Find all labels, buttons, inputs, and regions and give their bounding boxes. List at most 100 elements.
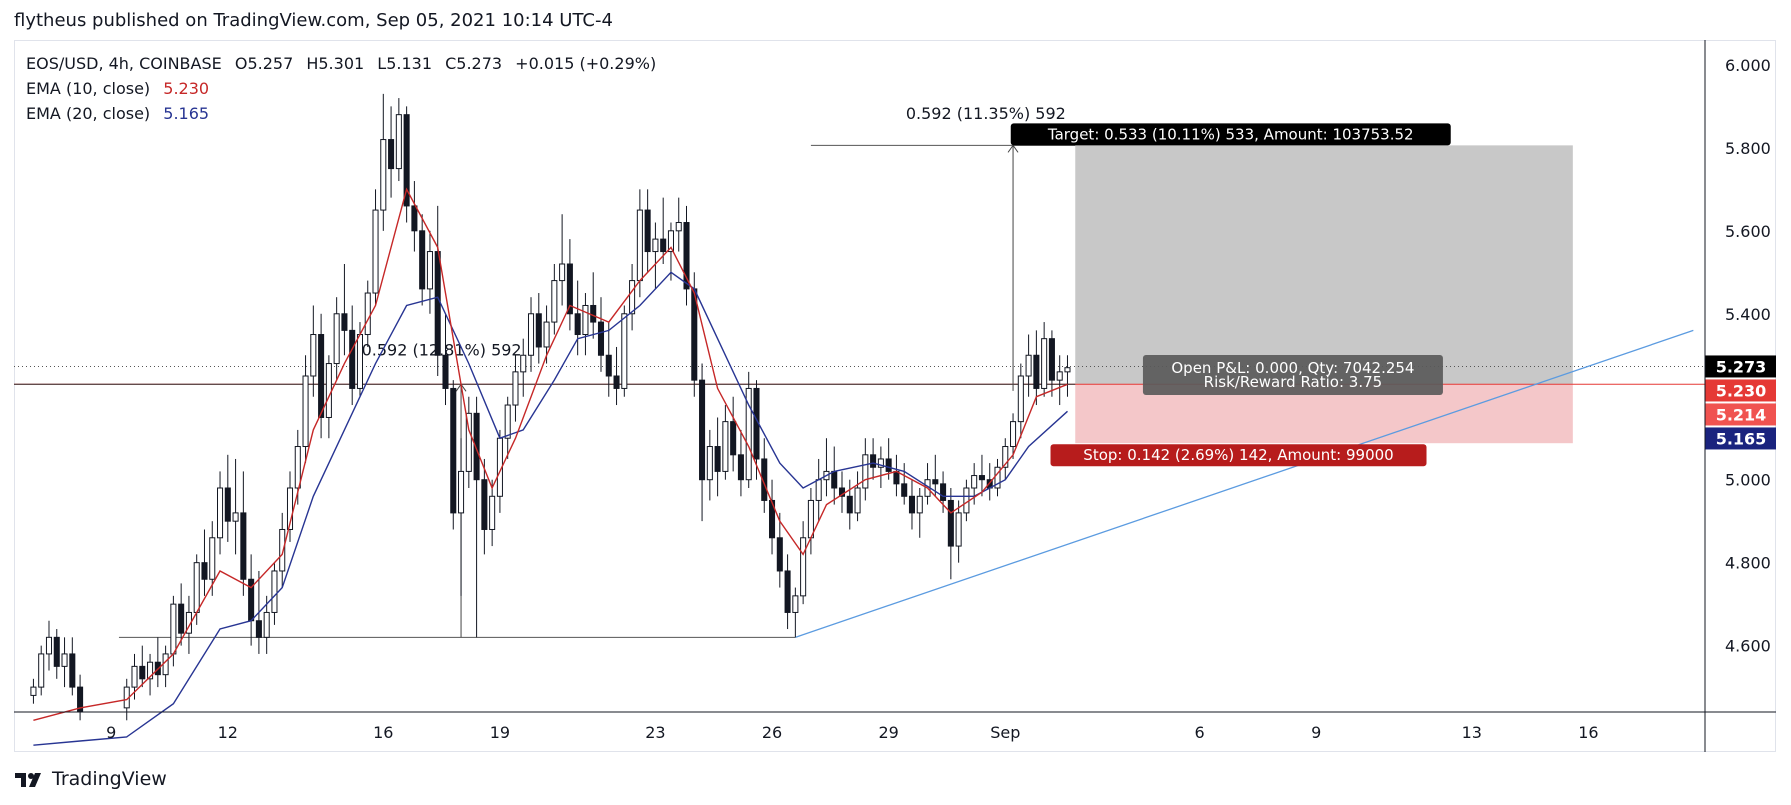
target-label-bg [1010,123,1451,146]
candle-body [356,334,364,389]
candle-body [590,304,597,323]
candle-body [271,570,278,613]
candle-body [302,375,309,448]
trendline [795,329,1694,638]
candle-body [45,636,53,655]
candle-body [792,595,799,613]
ema10-legend[interactable]: EMA (10, close) 5.230 [26,79,656,98]
candle-body [862,454,869,489]
candles [30,93,1071,721]
x-tick-label: 9 [1311,723,1321,742]
symbol-line: EOS/USD, 4h, COINBASE O5.257 H5.301 L5.1… [26,54,656,73]
symbol-name: EOS/USD, 4h, COINBASE [26,54,222,73]
candle-body [38,653,45,688]
candle-body [512,371,519,406]
ema20-name: EMA (20, close) [26,104,151,123]
price-badge-bg [1705,355,1776,378]
candle-body [465,412,472,472]
ohlc-change: +0.015 (+0.29%) [515,54,657,73]
candle-body [807,499,814,539]
y-tick-label: 5.000 [1725,471,1771,490]
candle-body [341,313,348,331]
y-tick-label: 5.800 [1725,139,1771,158]
candle-body [450,387,457,514]
measure-label: 0.592 (11.35%) 592 [906,104,1066,123]
candle-body [333,313,340,365]
price-badge: 5.230 [1705,379,1776,402]
x-tick-label: 6 [1195,723,1205,742]
candle-body [745,387,752,481]
x-tick-label: 16 [373,723,393,742]
ema20-legend[interactable]: EMA (20, close) 5.165 [26,104,656,123]
candle-body [53,636,60,667]
candle-body [489,495,496,530]
price-badge: 5.273 [1705,355,1776,378]
pnl-label-text: Open P&L: 0.000, Qty: 7042.254 [1171,359,1414,377]
candle-body [458,470,465,514]
stop-label: Stop: 0.142 (2.69%) 142, Amount: 99000 [1050,444,1427,467]
candle-body [419,230,426,290]
ohlc-high: H5.301 [306,54,365,73]
pnl-label-bg [1142,355,1443,395]
candle-body [605,354,612,377]
candle-body [434,251,441,356]
legend: EOS/USD, 4h, COINBASE O5.257 H5.301 L5.1… [26,54,656,123]
ema10-line [33,187,1068,721]
candle-body [232,512,239,522]
candle-body [224,487,231,522]
axes: 6.000 5.800 5.600 5.400 5.000 4.800 4.600 9 12 16… [14,40,1776,752]
ohlc-close: C5.273 [445,54,503,73]
candle-body [932,479,939,485]
candle-body [699,379,706,481]
candle-body [901,483,908,497]
y-tick-label: 4.600 [1725,637,1771,656]
candle-body [831,470,838,489]
candle-body [621,313,628,389]
footer-brand[interactable]: TradingView [14,768,167,790]
target-label-text: Target: 0.533 (10.11%) 533, Amount: 1037… [1047,125,1414,143]
candle-body [364,292,371,336]
candle-body [846,495,853,514]
stop-label-text: Stop: 0.142 (2.69%) 142, Amount: 99000 [1083,446,1393,464]
candle-body [559,263,566,282]
candle-body [893,470,900,485]
candle-body [61,653,68,667]
candle-body [885,458,892,472]
candle-body [597,321,605,356]
candle-body [1048,338,1055,381]
candle-body [714,446,721,472]
x-tick-label: 23 [645,723,665,742]
price-badge: 5.214 [1705,403,1776,426]
candle-body [388,139,395,170]
candle-body [473,412,480,481]
candle-body [1002,446,1009,468]
candle-body [30,686,37,696]
candle-body [349,329,356,389]
candle-body [209,537,216,580]
price-badge-bg [1705,403,1776,426]
price-badge-text: 5.230 [1716,381,1767,400]
candle-body [870,454,877,468]
candle-body [69,653,76,688]
price-badge-bg [1705,379,1776,402]
candle-body [1041,338,1048,389]
target-label: Target: 0.533 (10.11%) 533, Amount: 1037… [1010,123,1451,146]
candle-body [800,537,807,597]
candle-body [908,495,916,514]
x-tick-label: 29 [878,723,898,742]
x-tick-label: 9 [106,723,116,742]
candle-body [566,263,573,315]
candle-body [722,421,729,472]
candle-body [971,475,978,489]
candle-body [380,139,387,211]
candle-body [310,334,317,377]
candle-body [294,446,301,489]
ohlc-low: L5.131 [377,54,432,73]
candle-body [667,230,674,253]
y-tick-label: 6.000 [1725,56,1771,75]
y-tick-label: 5.400 [1725,305,1771,324]
candle-body [761,458,768,501]
candle-body [318,334,325,418]
candle-body [1033,354,1040,389]
